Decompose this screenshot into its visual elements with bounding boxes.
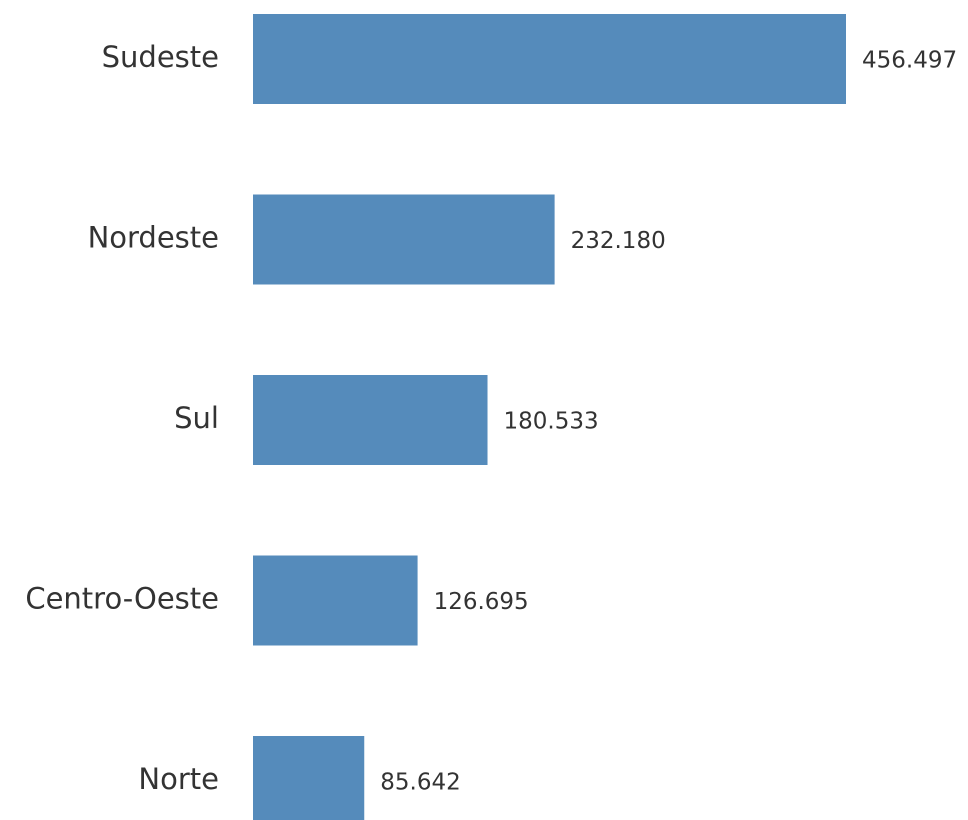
value-label: 232.180 bbox=[571, 228, 666, 254]
value-label: 456.497 bbox=[862, 48, 957, 74]
bar bbox=[253, 14, 846, 104]
bar bbox=[253, 194, 555, 285]
value-label: 180.533 bbox=[504, 409, 599, 435]
category-label: Nordeste bbox=[88, 221, 219, 255]
value-label: 85.642 bbox=[380, 770, 460, 796]
value-label: 126.695 bbox=[434, 589, 529, 615]
bar bbox=[253, 736, 365, 820]
bar bbox=[253, 555, 418, 646]
category-label: Centro-Oeste bbox=[25, 582, 219, 616]
category-label: Sul bbox=[174, 401, 219, 435]
category-label: Norte bbox=[138, 762, 219, 796]
category-label: Sudeste bbox=[102, 40, 219, 74]
bar bbox=[253, 375, 488, 465]
